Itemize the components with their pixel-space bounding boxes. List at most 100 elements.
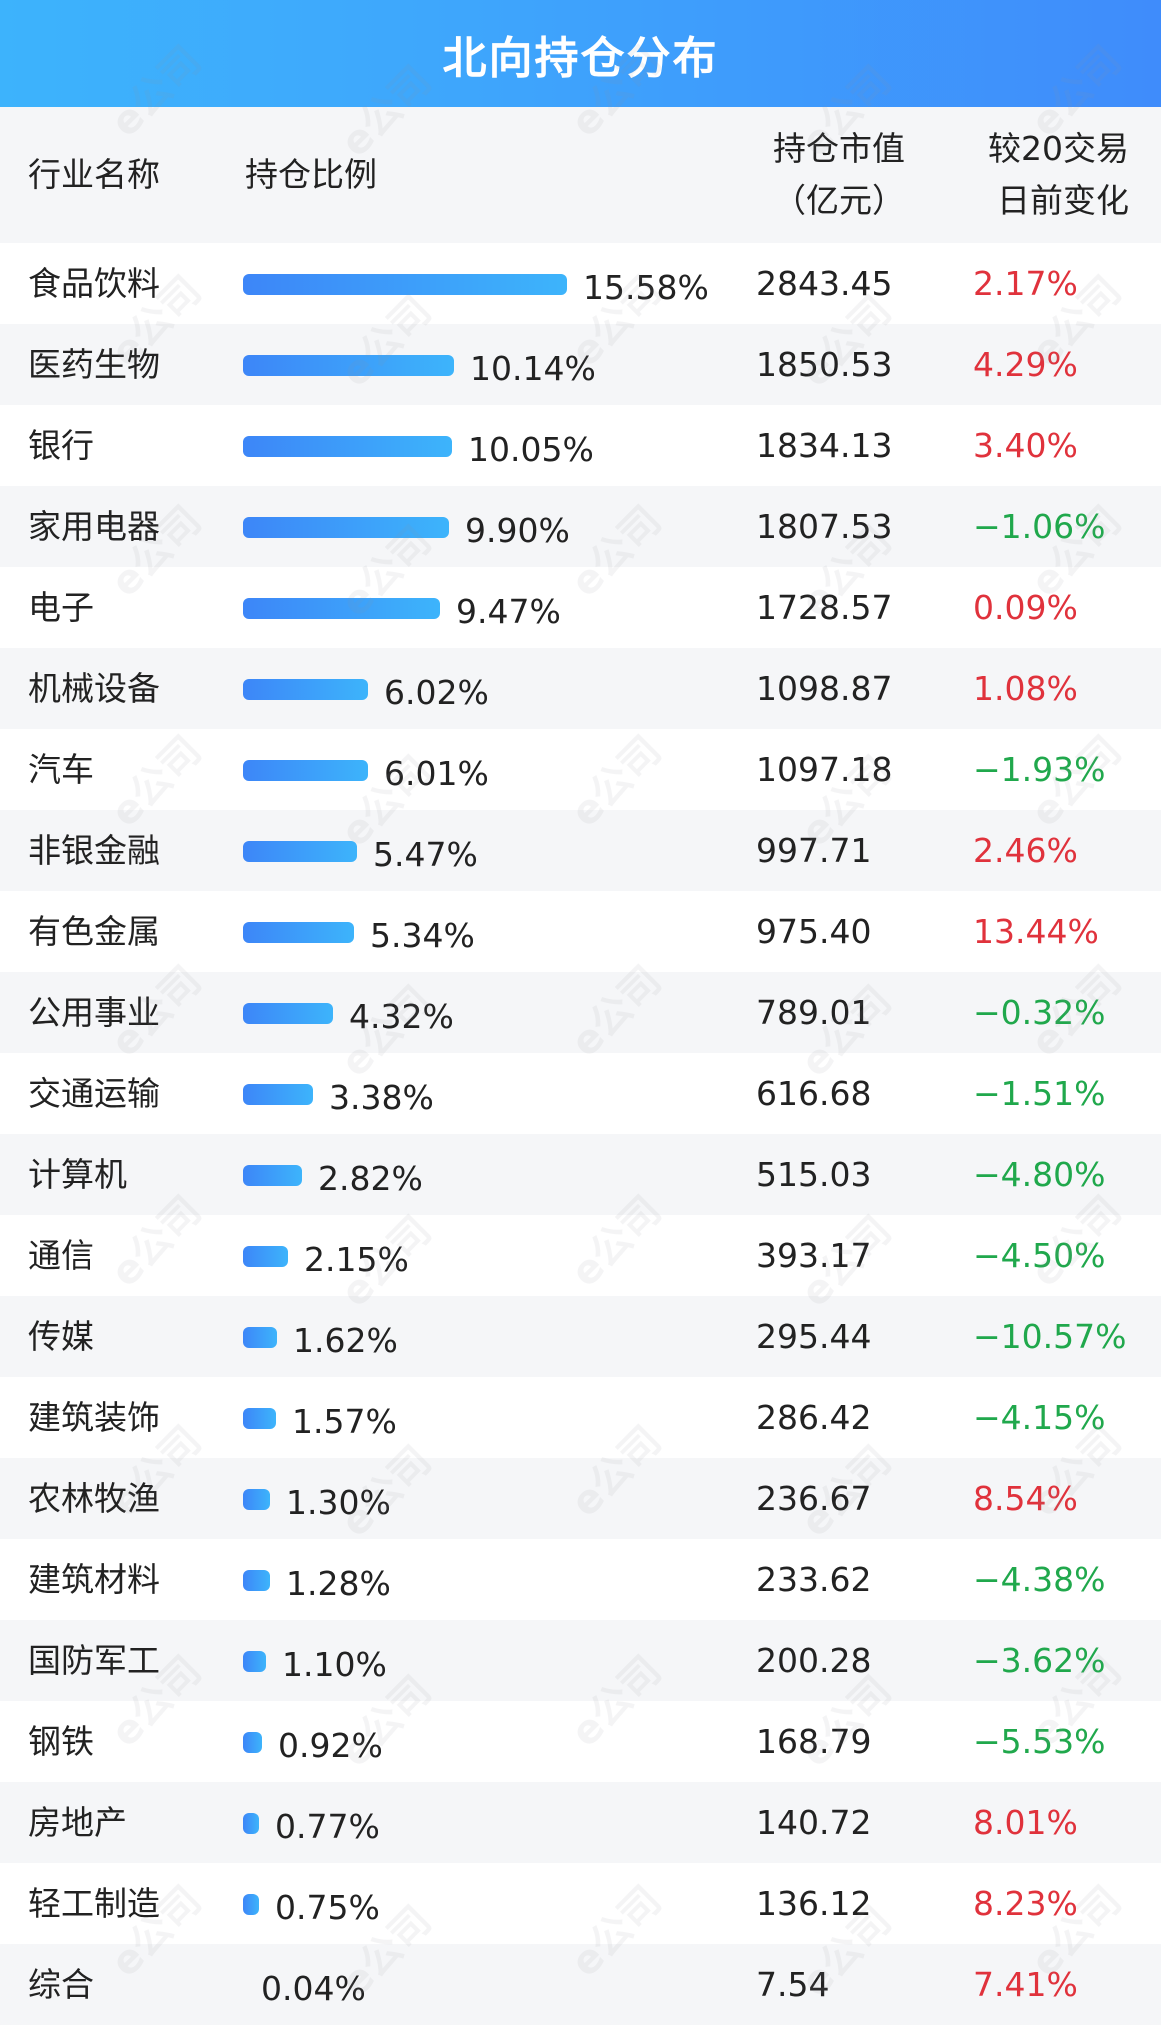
ratio-label: 2.82%: [318, 1159, 423, 1198]
change-value: −1.93%: [973, 750, 1106, 789]
header-change-line1: 较20交易: [988, 129, 1129, 168]
market-value: 140.72: [756, 1803, 872, 1842]
market-value: 286.42: [756, 1398, 872, 1437]
ratio-cell: 2.82%: [243, 1134, 423, 1215]
ratio-bar: [243, 760, 368, 781]
industry-name: 非银金融: [28, 831, 160, 870]
industry-name: 建筑材料: [28, 1560, 160, 1599]
market-value: 1098.87: [756, 669, 893, 708]
table-row: 农林牧渔 1.30% 236.67 8.54%: [0, 1458, 1161, 1539]
ratio-label: 0.75%: [275, 1888, 380, 1927]
market-value: 236.67: [756, 1479, 872, 1518]
table-row: 传媒 1.62% 295.44 −10.57%: [0, 1296, 1161, 1377]
table-row: 汽车 6.01% 1097.18 −1.93%: [0, 729, 1161, 810]
ratio-label: 5.34%: [370, 916, 475, 955]
table-row: 电子 9.47% 1728.57 0.09%: [0, 567, 1161, 648]
market-value: 1728.57: [756, 588, 893, 627]
table-row: 有色金属 5.34% 975.40 13.44%: [0, 891, 1161, 972]
table-row: 钢铁 0.92% 168.79 −5.53%: [0, 1701, 1161, 1782]
change-value: 7.41%: [973, 1965, 1078, 2004]
ratio-cell: 0.75%: [243, 1863, 380, 1944]
industry-name: 国防军工: [28, 1641, 160, 1680]
ratio-bar: [243, 1489, 270, 1510]
industry-name: 银行: [28, 426, 94, 465]
change-value: 4.29%: [973, 345, 1078, 384]
ratio-label: 15.58%: [583, 268, 709, 307]
table-header: 行业名称 持仓比例 持仓市值 （亿元） 较20交易 日前变化: [0, 107, 1161, 243]
ratio-bar: [243, 436, 452, 457]
industry-name: 建筑装饰: [28, 1398, 160, 1437]
table-row: 医药生物 10.14% 1850.53 4.29%: [0, 324, 1161, 405]
ratio-bar: [243, 1327, 277, 1348]
ratio-cell: 1.28%: [243, 1539, 391, 1620]
market-value: 1807.53: [756, 507, 893, 546]
header-holding-ratio: 持仓比例: [245, 155, 377, 194]
market-value: 200.28: [756, 1641, 872, 1680]
header-change-line2: 日前变化: [997, 181, 1129, 220]
ratio-label: 1.30%: [286, 1483, 391, 1522]
market-value: 1850.53: [756, 345, 893, 384]
table-body: 食品饮料 15.58% 2843.45 2.17% 医药生物 10.14% 1850.53 4…: [0, 243, 1161, 2025]
ratio-cell: 1.10%: [243, 1620, 387, 1701]
ratio-bar: [243, 1003, 333, 1024]
change-value: 3.40%: [973, 426, 1078, 465]
ratio-cell: 1.62%: [243, 1296, 398, 1377]
industry-name: 传媒: [28, 1317, 94, 1356]
table-row: 非银金融 5.47% 997.71 2.46%: [0, 810, 1161, 891]
ratio-bar: [243, 274, 567, 295]
ratio-cell: 10.14%: [243, 324, 596, 405]
table-row: 交通运输 3.38% 616.68 −1.51%: [0, 1053, 1161, 1134]
change-value: −5.53%: [973, 1722, 1106, 1761]
change-value: 2.46%: [973, 831, 1078, 870]
change-value: −3.62%: [973, 1641, 1106, 1680]
table-row: 通信 2.15% 393.17 −4.50%: [0, 1215, 1161, 1296]
market-value: 136.12: [756, 1884, 872, 1923]
market-value: 789.01: [756, 993, 872, 1032]
market-value: 1097.18: [756, 750, 893, 789]
ratio-cell: 2.15%: [243, 1215, 409, 1296]
change-value: −4.80%: [973, 1155, 1106, 1194]
header-market-value-line2: （亿元）: [773, 181, 905, 220]
ratio-bar: [243, 1813, 259, 1834]
ratio-cell: 6.02%: [243, 648, 489, 729]
ratio-cell: 9.90%: [243, 486, 570, 567]
change-value: 13.44%: [973, 912, 1099, 951]
ratio-cell: 6.01%: [243, 729, 489, 810]
ratio-cell: 10.05%: [243, 405, 594, 486]
table-row: 公用事业 4.32% 789.01 −0.32%: [0, 972, 1161, 1053]
market-value: 393.17: [756, 1236, 872, 1275]
industry-name: 钢铁: [28, 1722, 94, 1761]
ratio-bar: [243, 841, 357, 862]
ratio-label: 9.90%: [465, 511, 570, 550]
industry-name: 公用事业: [28, 993, 160, 1032]
header-market-value-line1: 持仓市值: [773, 129, 905, 168]
ratio-bar: [243, 355, 454, 376]
table-row: 综合 0.04% 7.54 7.41%: [0, 1944, 1161, 2025]
ratio-cell: 1.57%: [243, 1377, 397, 1458]
ratio-bar: [243, 1408, 276, 1429]
ratio-cell: 0.92%: [243, 1701, 383, 1782]
table-row: 建筑装饰 1.57% 286.42 −4.15%: [0, 1377, 1161, 1458]
change-value: 8.23%: [973, 1884, 1078, 1923]
ratio-bar: [243, 1246, 288, 1267]
change-value: 0.09%: [973, 588, 1078, 627]
ratio-cell: 0.77%: [243, 1782, 380, 1863]
industry-name: 有色金属: [28, 912, 160, 951]
market-value: 7.54: [756, 1965, 830, 2004]
ratio-label: 1.57%: [292, 1402, 397, 1441]
industry-name: 轻工制造: [28, 1884, 160, 1923]
change-value: 1.08%: [973, 669, 1078, 708]
ratio-cell: 9.47%: [243, 567, 561, 648]
change-value: −4.15%: [973, 1398, 1106, 1437]
ratio-bar: [243, 679, 368, 700]
ratio-cell: 3.38%: [243, 1053, 434, 1134]
market-value: 2843.45: [756, 264, 893, 303]
table-row: 银行 10.05% 1834.13 3.40%: [0, 405, 1161, 486]
table-row: 国防军工 1.10% 200.28 −3.62%: [0, 1620, 1161, 1701]
market-value: 616.68: [756, 1074, 872, 1113]
ratio-cell: 5.34%: [243, 891, 475, 972]
ratio-label: 1.62%: [293, 1321, 398, 1360]
header-industry-name: 行业名称: [28, 155, 160, 194]
ratio-bar: [243, 1570, 270, 1591]
ratio-label: 6.01%: [384, 754, 489, 793]
